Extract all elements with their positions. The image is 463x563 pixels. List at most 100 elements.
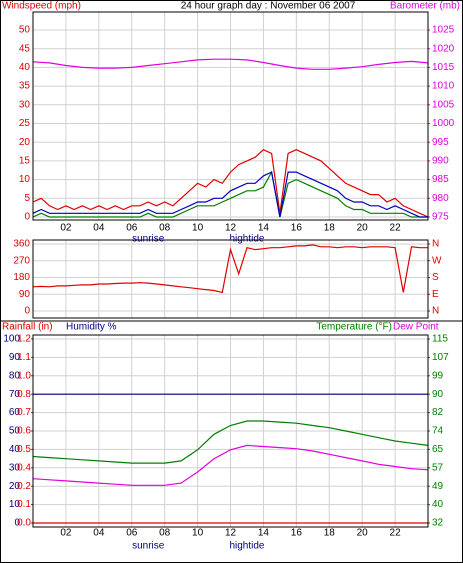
y-tick-label: 0 [24,212,30,223]
series-line [32,171,428,218]
y-tick-label: 30 [19,99,31,110]
y2-tick-label: 1025 [432,25,455,36]
x-tick-label: 14 [258,223,270,234]
y3-tick-label: 0.1 [17,499,31,510]
dewpoint-label: Dew Point [393,322,439,333]
y3-tick-label: 0.0 [17,518,31,529]
y2-tick-label: 1005 [432,99,455,110]
y-tick-label: 180 [13,272,30,283]
x-tick-label: 12 [225,528,237,539]
y-tick-label: 90 [9,352,21,363]
x-tick-label: 04 [93,528,105,539]
x-tick-label: 02 [60,223,72,234]
y-tick-label: 20 [9,481,21,492]
x-tick-label: 22 [390,223,402,234]
series-line [32,58,429,70]
y3-tick-label: 0.2 [17,481,31,492]
y2-tick-label: 1000 [432,118,455,129]
x-tick-label: 14 [258,528,270,539]
y-tick-label: 10 [19,174,31,185]
y2-tick-label: 1020 [432,43,455,54]
series-line [32,244,428,294]
x-tick-label: 18 [324,528,336,539]
annotation: hightide [229,541,264,552]
x-tick-label: 16 [291,223,303,234]
y-tick-label: 35 [19,81,31,92]
plot-frame [32,11,429,221]
windspeed-label: Windspeed (mph) [2,1,81,12]
y-tick-label: 80 [9,370,21,381]
humidity-label: Humidity % [66,322,117,333]
y2-tick-label: 49 [432,481,444,492]
y2-tick-label: 65 [432,444,444,455]
x-tick-label: 20 [357,528,369,539]
y2-tick-label: 990 [432,156,449,167]
y2-tick-label: 115 [432,334,448,345]
x-tick-label: 08 [159,528,171,539]
y-tick-label: 15 [19,156,31,167]
y-tick-label: 45 [19,43,31,54]
x-tick-label: 20 [357,223,369,234]
x-tick-label: 04 [93,223,105,234]
annotation: sunrise [132,541,165,552]
annotation: hightide [229,234,264,245]
y2-tick-label: 99 [432,370,444,381]
y-tick-label: 40 [19,62,31,73]
series-line [32,170,428,218]
y2-tick-label: 40 [432,499,444,510]
y3-tick-label: 1.1 [17,352,31,363]
y2-tick-label: 1010 [432,81,455,92]
y2-tick-label: 107 [432,352,449,363]
y2-tick-label: 90 [432,389,444,400]
y-tick-label: 70 [9,389,21,400]
y3-tick-label: 0.4 [17,462,31,473]
y3-tick-label: 0.7 [17,407,31,418]
barometer-label: Barometer (mb) [390,1,460,12]
x-tick-label: 06 [126,528,138,539]
y2-tick-label: 985 [432,174,449,185]
x-tick-label: 18 [324,223,336,234]
y-tick-label: 20 [19,137,31,148]
y-tick-label: 30 [9,462,21,473]
y-tick-label: 50 [19,25,31,36]
x-tick-label: 10 [192,223,204,234]
y3-tick-label: 0.5 [17,444,31,455]
y3-tick-label: 1.0 [17,370,31,381]
y2-tick-label: 57 [432,462,444,473]
temperature-label: Temperature (°F) [316,322,392,333]
y3-tick-label: 0.6 [17,426,31,437]
y2-tick-label: S [432,272,439,283]
y2-tick-label: N [432,239,439,250]
y2-tick-label: 1015 [432,62,455,73]
y-tick-label: 90 [19,289,31,300]
y2-tick-label: 74 [432,426,444,437]
y2-tick-label: 82 [432,407,444,418]
x-tick-label: 16 [291,528,303,539]
y-tick-label: 10 [9,499,21,510]
y-tick-label: 270 [13,255,30,266]
y-tick-label: 60 [9,407,21,418]
rainfall-label: Rainfall (in) [2,322,53,333]
series-line [32,148,429,218]
y2-tick-label: 32 [432,518,444,529]
y-tick-label: 100 [3,334,20,345]
x-tick-label: 10 [192,528,204,539]
x-tick-label: 22 [390,528,402,539]
y-tick-label: 0 [14,518,20,529]
x-tick-label: 06 [126,223,138,234]
y-tick-label: 25 [19,118,31,129]
y2-tick-label: E [432,289,439,300]
y-tick-label: 0 [24,306,30,317]
y-tick-label: 360 [13,239,30,250]
y-tick-label: 50 [9,426,21,437]
y3-tick-label: 1.2 [17,334,31,345]
y2-tick-label: 975 [432,212,449,223]
y2-tick-label: 980 [432,193,449,204]
y3-tick-label: 0.8 [17,389,31,400]
x-tick-label: 02 [60,528,72,539]
x-tick-label: 08 [159,223,171,234]
series-line [32,420,429,464]
annotation: sunrise [132,234,165,245]
